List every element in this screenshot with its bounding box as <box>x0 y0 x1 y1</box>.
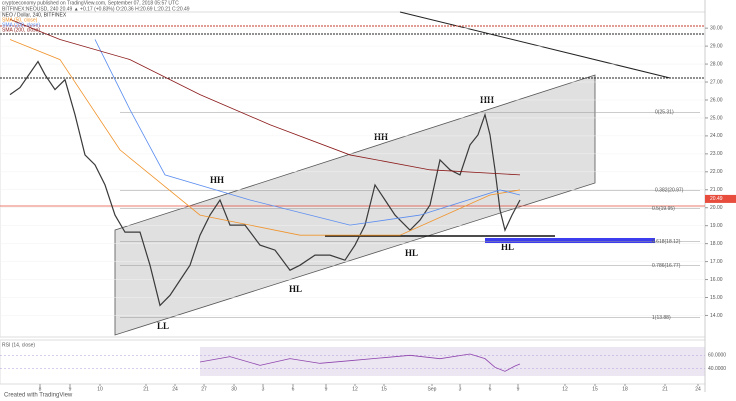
x-tick-label: 21 <box>143 386 149 392</box>
y-tick-label: 25.00 <box>710 115 723 121</box>
legend-entry: NEO / Dollar, 240, BITFINEX <box>2 12 67 18</box>
x-tick-label: 21 <box>662 386 668 392</box>
last-price-tag <box>705 194 736 203</box>
x-tick-label: Sep <box>428 386 437 392</box>
x-tick-label: 15 <box>592 386 598 392</box>
x-tick-label: 27 <box>201 386 207 392</box>
trend-line <box>399 11 671 79</box>
fib-label: 1(13.88) <box>652 315 671 321</box>
y-tick-label: 26.00 <box>710 97 723 103</box>
y-tick-label: 27.00 <box>710 79 723 85</box>
price-line <box>9 60 521 307</box>
y-tick-label: 24.00 <box>710 133 723 139</box>
y-tick-label: 16.00 <box>710 277 723 283</box>
moving-average <box>94 39 521 226</box>
y-tick-label: 14.00 <box>710 313 723 319</box>
y-tick-label: 30.00 <box>710 25 723 31</box>
y-tick-label: 22.00 <box>710 169 723 175</box>
rsi-title: RSI (14, close) <box>2 342 35 348</box>
annotation: HL <box>405 248 418 258</box>
support-zone <box>485 238 655 243</box>
y-tick-label: 15.00 <box>710 295 723 301</box>
y-tick-label: 20.00 <box>710 205 723 211</box>
last-price-label: 20.49 <box>710 196 723 202</box>
fib-label: 0.786(16.77) <box>652 263 681 269</box>
y-tick-label: 29.00 <box>710 43 723 49</box>
x-tick-label: 8 <box>39 386 42 392</box>
y-tick-label: 19.00 <box>710 223 723 229</box>
x-tick-label: 10 <box>97 386 103 392</box>
y-tick-label: 17.00 <box>710 259 723 265</box>
y-tick-label: 21.00 <box>710 187 723 193</box>
y-tick-label: 28.00 <box>710 61 723 67</box>
x-tick-label: 15 <box>381 386 387 392</box>
channel <box>114 74 596 336</box>
legend-entry: SMA (100, close) <box>2 22 40 28</box>
x-tick-label: 9 <box>325 386 328 392</box>
x-tick-label: 3 <box>459 386 462 392</box>
fib-label: 0.618(18.12) <box>652 239 681 245</box>
x-tick-label: 24 <box>172 386 178 392</box>
rsi-line <box>199 353 521 372</box>
x-tick-label: 18 <box>622 386 628 392</box>
legend-entry: SMA (200, close) <box>2 27 40 33</box>
rsi-tick-label: 60.0000 <box>708 353 726 359</box>
y-tick-label: 18.00 <box>710 241 723 247</box>
x-tick-label: 9 <box>69 386 72 392</box>
fib-label: 0.5(19.95) <box>652 206 675 212</box>
legend-entry: SMA (50, close) <box>2 17 38 23</box>
x-tick-label: 9 <box>517 386 520 392</box>
x-tick-label: 6 <box>292 386 295 392</box>
footer: Created with TradingView <box>4 393 73 399</box>
x-tick-label: 12 <box>352 386 358 392</box>
x-tick-label: 30 <box>231 386 237 392</box>
moving-average <box>9 39 521 236</box>
x-tick-label: 24 <box>695 386 701 392</box>
annotation: LL <box>157 321 169 331</box>
rsi-tick-label: 40.0000 <box>708 366 726 372</box>
rsi-band <box>200 347 705 376</box>
x-tick-label: 3 <box>262 386 265 392</box>
annotation: HL <box>289 284 302 294</box>
x-tick-label: 12 <box>562 386 568 392</box>
publisher: cryptoeconomy published on TradingView.c… <box>2 0 179 6</box>
symbol: BITFINEX:NEOUSD, 240 20.49 ▲ +0.17 (+0.8… <box>2 6 190 12</box>
moving-average <box>9 18 521 176</box>
annotation: HL <box>501 242 514 252</box>
fib-label: 0.382(20.97) <box>655 188 684 194</box>
y-tick-label: 23.00 <box>710 151 723 157</box>
annotation: HH <box>374 132 388 142</box>
fib-label: 0(25.31) <box>655 110 674 116</box>
annotation: HH <box>210 175 224 185</box>
x-tick-label: 6 <box>489 386 492 392</box>
